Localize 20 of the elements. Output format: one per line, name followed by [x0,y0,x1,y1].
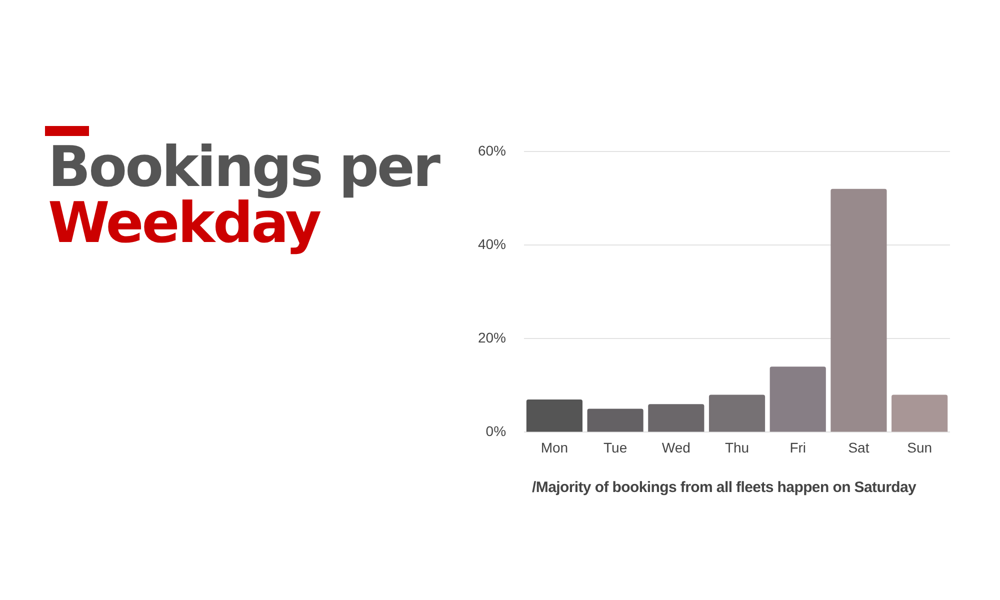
y-tick-label: 60% [478,142,506,158]
y-tick-label: 0% [486,423,506,440]
chart-title: Bookings per Weekday [48,135,439,256]
bar [648,404,704,432]
bar [892,394,948,432]
y-tick-label: 40% [478,236,506,252]
x-tick-label: Thu [724,439,750,456]
x-tick-label: Wed [662,439,690,456]
text: /Majority of bookings from all fleets happen on Saturday [532,478,918,498]
x-tick-label: Sat [848,439,870,456]
y-tick-label: 20% [478,329,506,346]
bar [830,188,887,432]
bar [708,394,766,432]
bar [526,399,582,432]
bar [770,366,826,432]
x-tick-label: Tue [603,439,628,456]
x-tick-label: Mon [540,439,568,456]
bar [587,408,644,432]
x-tick-label: Sun [907,439,932,456]
x-tick-label: Fri [790,439,806,456]
